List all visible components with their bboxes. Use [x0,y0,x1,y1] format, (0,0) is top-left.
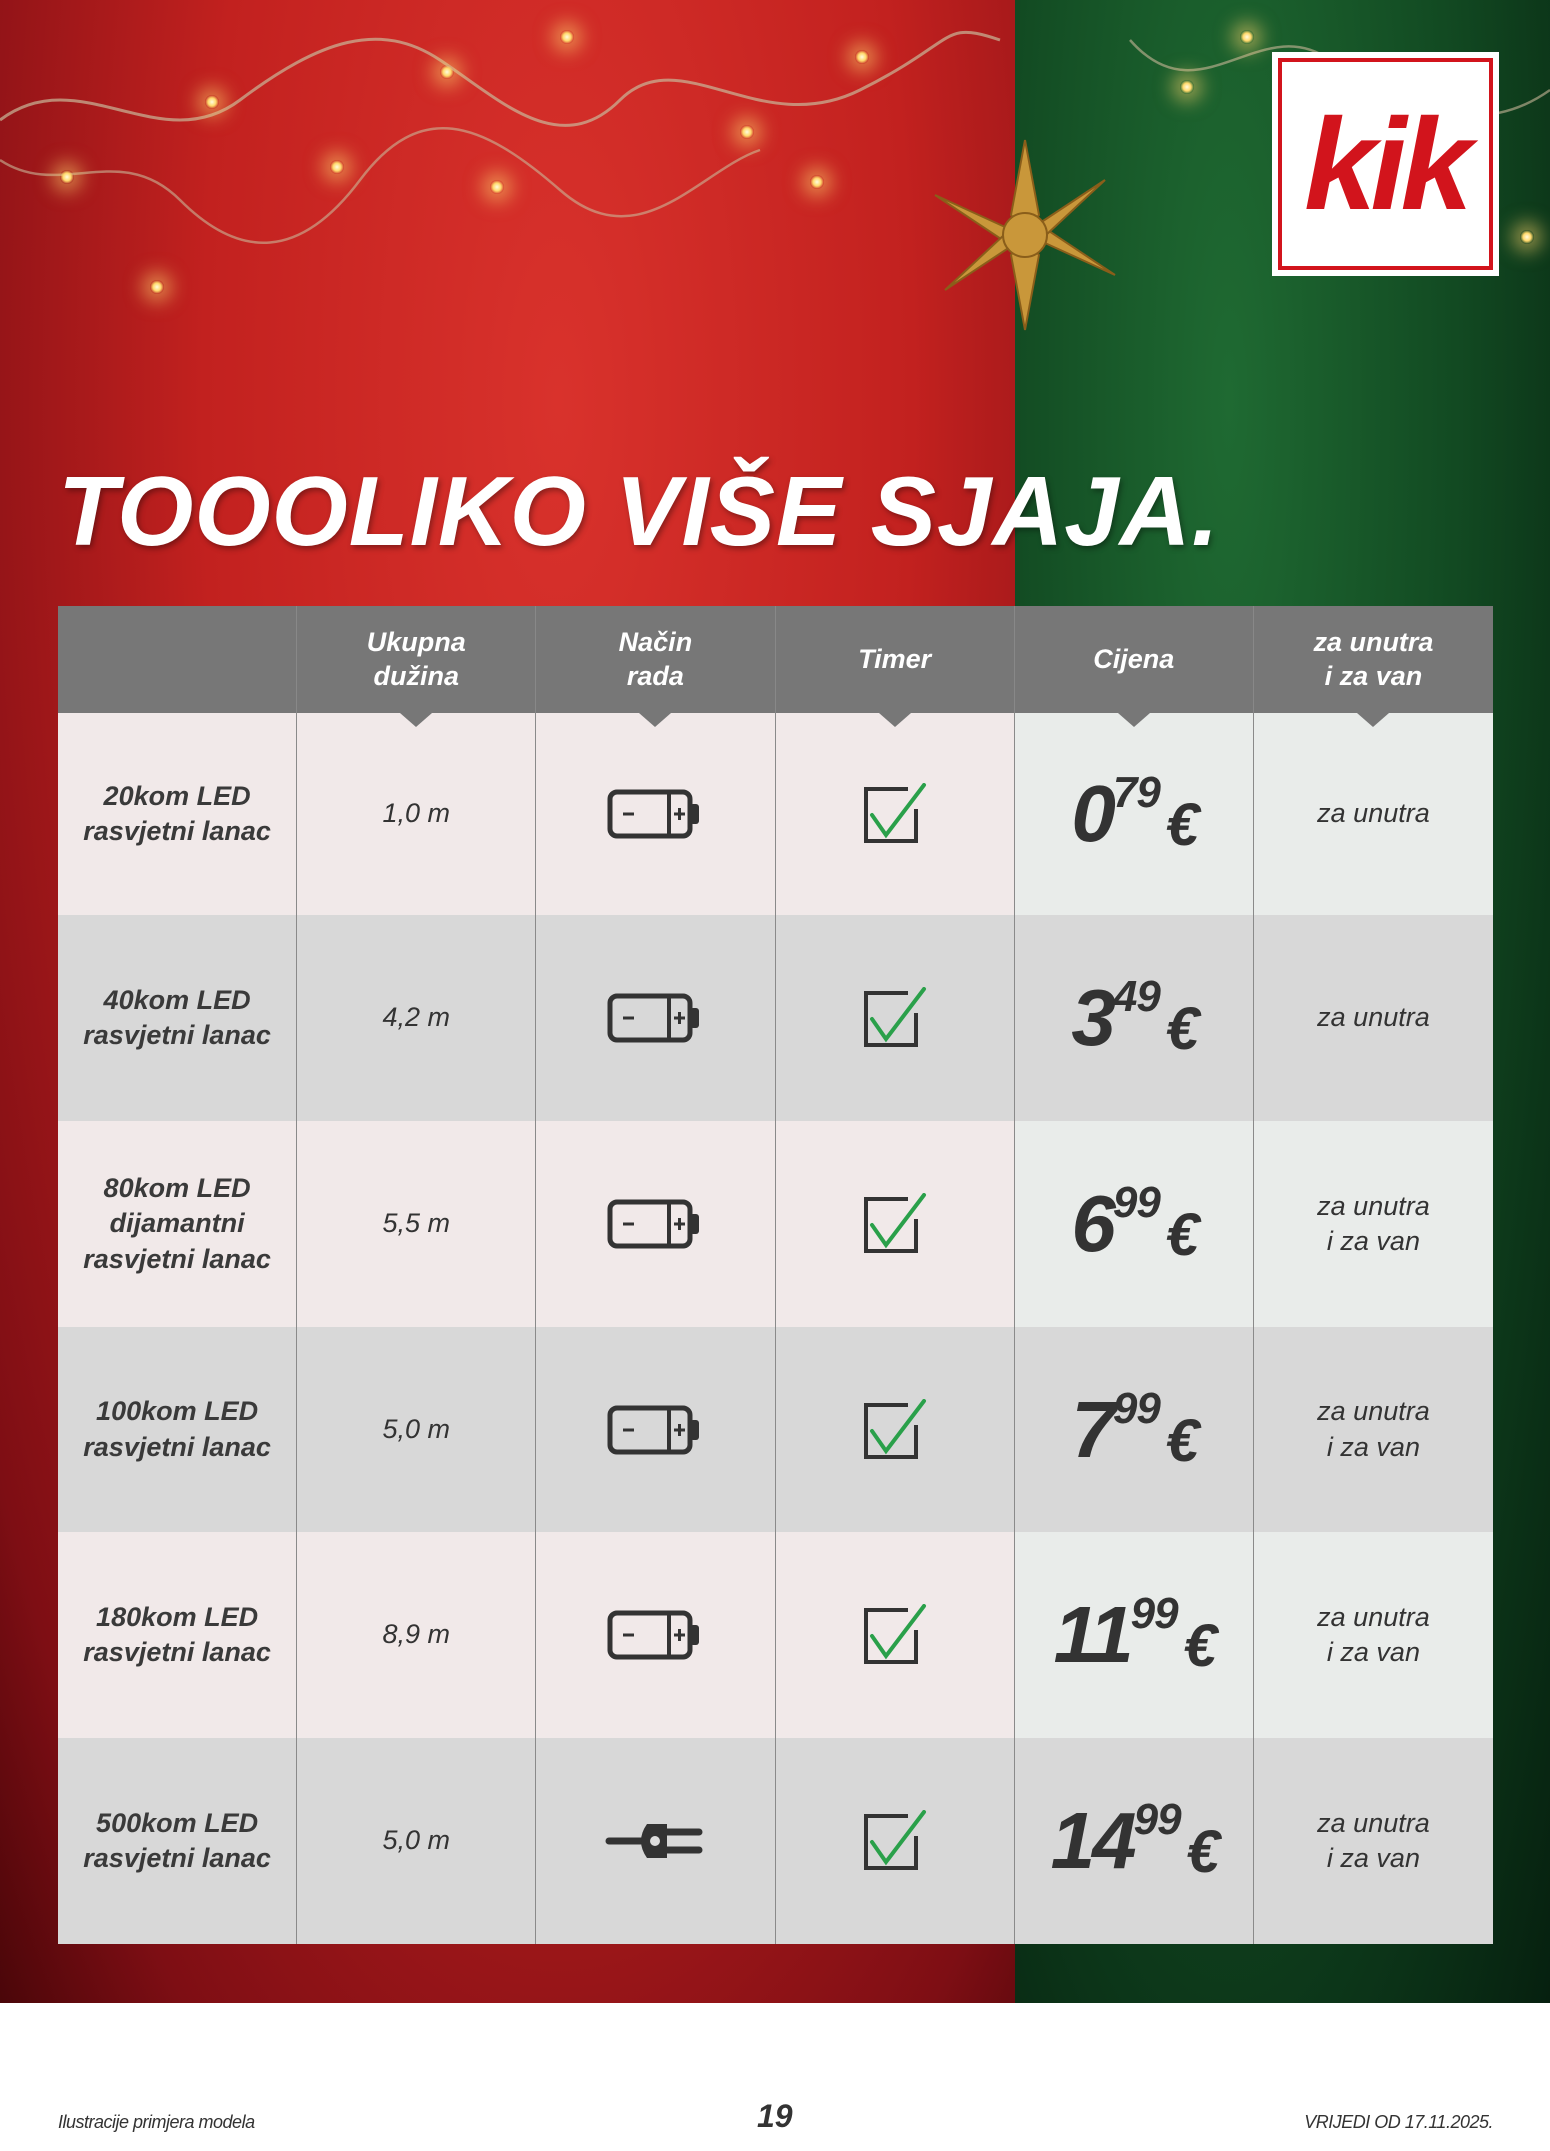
indoor-outdoor: za unutra i za van [1253,1532,1494,1738]
price-cents: 99 [1130,1589,1179,1638]
indoor-outdoor: za unutra [1253,713,1494,915]
kik-logo: kik [1272,52,1499,276]
header-length: Ukupna dužina [297,606,537,727]
price-cents: 99 [1112,1178,1161,1227]
light-bulb [1240,30,1254,44]
header-product [58,606,298,713]
header-power-mode: Način rada [536,606,776,727]
total-length: 1,0 m [297,713,537,915]
light-bulb [1520,230,1534,244]
indoor-outdoor: za unutra i za van [1253,1738,1494,1944]
product-name: 100kom LED rasvjetni lanac [58,1327,298,1532]
product-name: 80kom LED dijamantni rasvjetni lanac [58,1121,298,1327]
price-euros: 7 [1071,1384,1115,1474]
header-timer: Timer [776,606,1015,727]
price: 7 99 € [1014,1327,1254,1532]
table-row: 20kom LED rasvjetni lanac 1,0 m 0 79 € za unu… [58,713,1494,915]
indoor-outdoor: za unutra i za van [1253,1121,1494,1327]
total-length: 8,9 m [297,1532,537,1738]
price-euros: 14 [1050,1796,1137,1885]
timer-checkbox-icon [775,915,1015,1121]
currency: € [1165,1201,1199,1268]
table-row: 80kom LED dijamantni rasvjetni lanac 5,5 … [58,1121,1494,1327]
footer-validity: VRIJEDI OD 17.11.2025. [1304,2112,1493,2132]
battery-icon [536,713,776,915]
header-price: Cijena [1015,606,1254,727]
light-bulb [740,125,754,139]
timer-checkbox-icon [775,1738,1015,1944]
light-bulb [440,65,454,79]
table-row: 100kom LED rasvjetni lanac 5,0 m 7 99 € za un… [58,1327,1494,1532]
total-length: 5,0 m [297,1327,537,1532]
battery-icon [536,1532,776,1738]
product-name: 500kom LED rasvjetni lanac [58,1738,298,1944]
price-cents: 49 [1112,972,1161,1021]
light-bulb [490,180,504,194]
currency: € [1165,791,1199,858]
light-bulb [205,95,219,109]
timer-checkbox-icon [775,1327,1015,1532]
price-euros: 3 [1071,973,1115,1062]
light-bulb [855,50,869,64]
battery-icon [536,915,776,1121]
currency: € [1186,1818,1220,1885]
light-bulb [1180,80,1194,94]
total-length: 5,5 m [297,1121,537,1327]
indoor-outdoor: za unutra [1253,915,1494,1121]
page-headline: TOOOLIKO VIŠE SJAJA. [58,456,1220,566]
price: 0 79 € [1014,713,1254,915]
price: 11 99 € [1014,1532,1254,1738]
price: 14 99 € [1014,1738,1254,1944]
product-name: 40kom LED rasvjetni lanac [58,915,298,1121]
price-cents: 99 [1133,1795,1182,1844]
table-row: 500kom LED rasvjetni lanac 5,0 m 14 99 € za u… [58,1738,1494,1944]
light-bulb [150,280,164,294]
indoor-outdoor: za unutra i za van [1253,1327,1494,1532]
product-comparison-table: Ukupna dužina Način rada Timer Cijena za… [58,606,1494,1944]
price-cents: 99 [1112,1383,1161,1433]
footer-disclaimer: Ilustracije primjera modela [58,2112,255,2132]
table-header: Ukupna dužina Način rada Timer Cijena za… [58,606,1493,727]
price-euros: 0 [1071,769,1115,858]
total-length: 5,0 m [297,1738,537,1944]
product-name: 20kom LED rasvjetni lanac [58,713,298,915]
price-euros: 6 [1071,1179,1115,1268]
battery-icon [536,1327,776,1532]
light-bulb [330,160,344,174]
price-cents: 79 [1112,768,1161,817]
light-bulb [60,170,74,184]
timer-checkbox-icon [775,713,1015,915]
table-row: 180kom LED rasvjetni lanac 8,9 m 11 99 € za u… [58,1532,1494,1738]
product-name: 180kom LED rasvjetni lanac [58,1532,298,1738]
total-length: 4,2 m [297,915,537,1121]
price: 3 49 € [1014,915,1254,1121]
price: 6 99 € [1014,1121,1254,1327]
light-bulb [560,30,574,44]
table-row: 40kom LED rasvjetni lanac 4,2 m 3 49 € za unu… [58,915,1494,1121]
light-bulb [810,175,824,189]
timer-checkbox-icon [775,1532,1015,1738]
snowflake-ornament-icon [934,139,1116,331]
currency: € [1165,995,1199,1062]
currency: € [1183,1612,1217,1679]
header-indoor-outdoor: za unutra i za van [1254,606,1493,727]
price-euros: 11 [1053,1590,1134,1679]
timer-checkbox-icon [775,1121,1015,1327]
currency: € [1165,1406,1199,1474]
plug-icon [536,1738,776,1944]
battery-icon [536,1121,776,1327]
page-number: 19 [757,2098,793,2134]
